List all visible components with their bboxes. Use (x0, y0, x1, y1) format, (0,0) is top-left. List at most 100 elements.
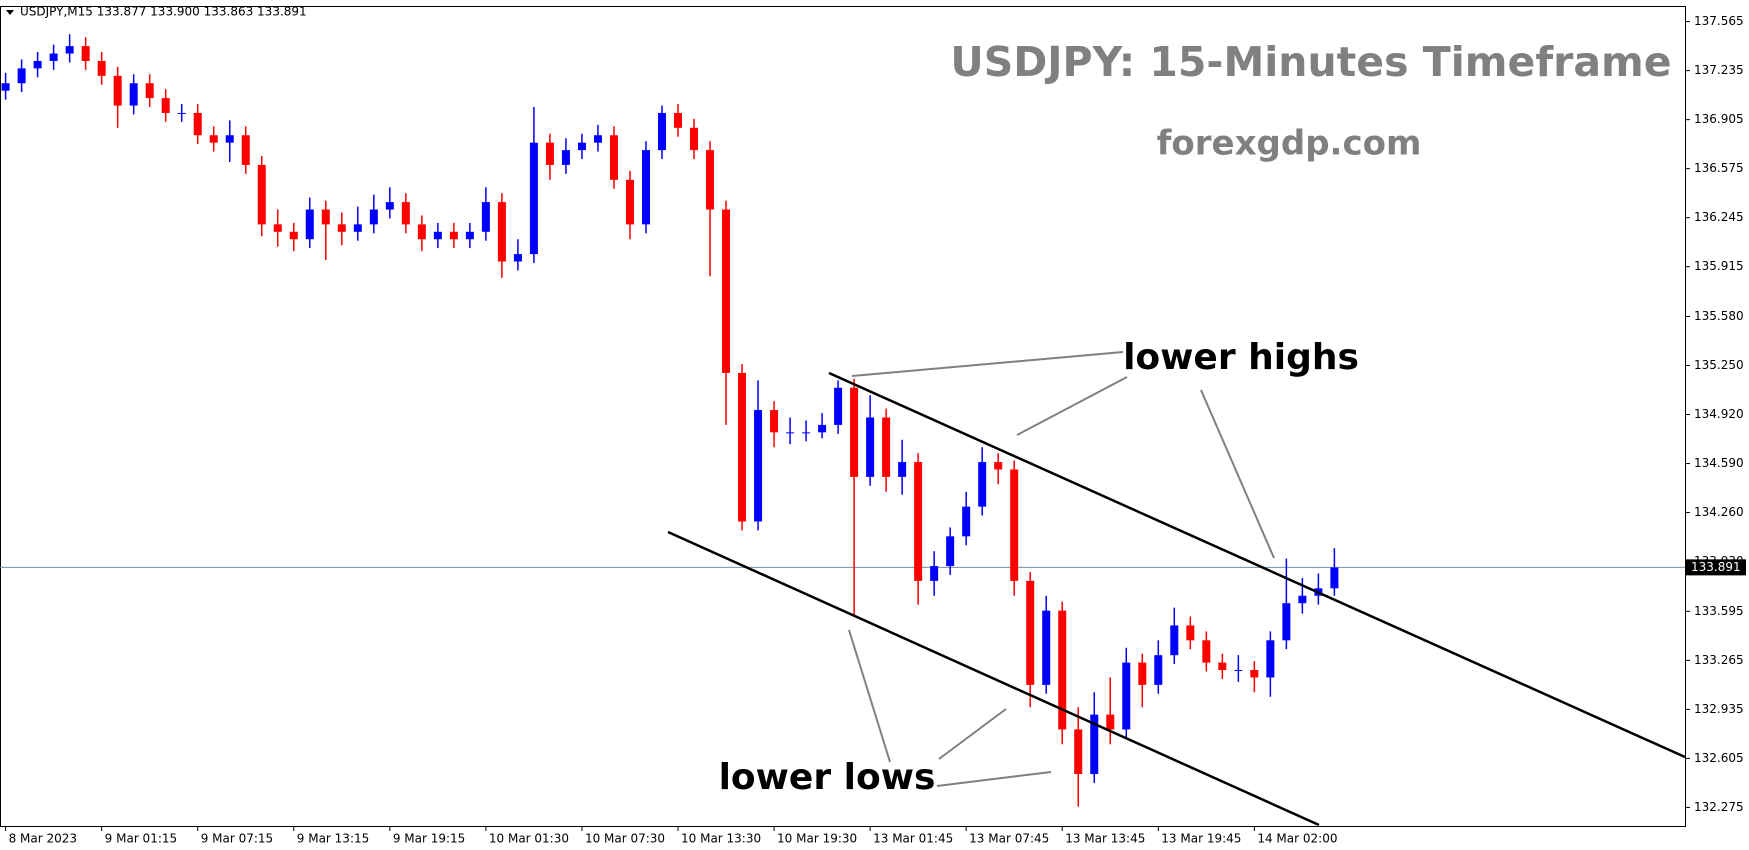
x-tick-label: 9 Mar 01:15 (105, 832, 178, 846)
y-tick-label: 134.260 (1694, 505, 1744, 519)
candle-body (641, 150, 650, 225)
x-tick-label: 10 Mar 13:30 (681, 832, 761, 846)
candle-body (850, 387, 859, 477)
x-tick-label: 10 Mar 19:30 (777, 832, 857, 846)
candle-body (305, 209, 314, 240)
candle-body (161, 98, 170, 113)
y-tick-label: 135.250 (1694, 358, 1744, 372)
candle-body (241, 135, 250, 165)
candle-body (1250, 670, 1259, 678)
candle-body (1234, 670, 1243, 672)
candle-body (209, 135, 218, 143)
pointer (1016, 376, 1128, 436)
candle-body (657, 112, 666, 151)
y-tick-label: 133.265 (1694, 653, 1744, 667)
candle-body (417, 224, 426, 240)
candle-body (81, 46, 90, 61)
candle-body (1186, 625, 1195, 641)
x-tick-label: 13 Mar 13:45 (1065, 832, 1145, 846)
x-tick-label: 14 Mar 02:00 (1257, 832, 1337, 846)
y-tick-label: 133.595 (1694, 604, 1744, 618)
candle-body (609, 135, 618, 180)
y-tick-label: 134.920 (1694, 407, 1744, 421)
header: USDJPY,M15 133.877 133.900 133.863 133.8… (20, 5, 307, 19)
pointers (848, 351, 1275, 787)
pointer (1200, 389, 1275, 559)
candle-body (946, 536, 955, 567)
candle-body (1218, 662, 1227, 671)
x-tick-label: 9 Mar 19:15 (393, 832, 466, 846)
candle-body (834, 387, 843, 425)
candle-body (289, 231, 298, 240)
candle-body (802, 432, 811, 434)
candle-body (1282, 603, 1291, 641)
candle-body (1202, 640, 1211, 663)
candle-body (577, 142, 586, 151)
candle-body (433, 231, 442, 240)
candle-body (786, 432, 795, 434)
candle-body (385, 202, 394, 210)
candle-body (113, 75, 122, 106)
upper-channel-line (828, 371, 1686, 759)
y-tick-label: 137.235 (1694, 63, 1744, 77)
candle-body (1138, 662, 1147, 685)
candle-body (449, 231, 458, 240)
pointer (851, 351, 1124, 377)
candle-body (401, 202, 410, 225)
price-label: 133.891 (1691, 560, 1741, 574)
candle-body (513, 254, 522, 262)
x-tick-label: 13 Mar 01:45 (873, 832, 953, 846)
pointer (848, 629, 891, 763)
candle-body (1, 83, 10, 91)
y-tick-label: 136.245 (1694, 210, 1744, 224)
candle-body (930, 566, 939, 581)
candle-body (17, 68, 26, 84)
candle-body (674, 112, 683, 128)
candle-body (545, 142, 554, 165)
candle-body (273, 224, 282, 232)
candle-body (481, 202, 490, 232)
candle-body (369, 209, 378, 225)
candle-body (1330, 567, 1339, 589)
menu-arrow (6, 10, 14, 15)
candle-body (882, 417, 891, 477)
candle-body (722, 209, 731, 373)
candle-body (177, 112, 186, 114)
candle-body (353, 224, 362, 232)
candle-body (994, 462, 1003, 470)
candle-body (97, 60, 106, 76)
candle-body (690, 127, 699, 151)
candle-body (754, 410, 763, 522)
subtitle: forexgdp.com (1157, 124, 1422, 164)
plot-frame (0, 6, 1686, 827)
candle-body (962, 506, 971, 537)
x-tick-label: 10 Mar 01:30 (489, 832, 569, 846)
y-tick-label: 136.905 (1694, 112, 1744, 126)
candle-body (978, 462, 987, 507)
candle-body (193, 112, 202, 136)
candle-body (1298, 595, 1307, 604)
candle-body (321, 209, 330, 225)
x-tick-label: 9 Mar 13:15 (297, 832, 370, 846)
candle-body (257, 164, 266, 225)
candle-body (914, 462, 923, 581)
x-tick-label: 8 Mar 2023 (9, 832, 77, 846)
candle-body (1266, 640, 1275, 678)
x-tick-label: 9 Mar 07:15 (201, 832, 274, 846)
candle-body (1010, 469, 1019, 581)
x-tick-label: 10 Mar 07:30 (585, 832, 665, 846)
candle-body (1026, 580, 1035, 685)
candle-body (1122, 662, 1131, 730)
pointer (938, 708, 1007, 760)
candle-body (1154, 655, 1163, 685)
y-tick-label: 132.605 (1694, 751, 1744, 765)
y-tick-label: 132.935 (1694, 702, 1744, 716)
candle-body (529, 142, 538, 255)
candle-body (706, 150, 715, 210)
candle-body (1170, 625, 1179, 656)
y-tick-label: 132.275 (1694, 800, 1744, 814)
y-tick-label: 135.915 (1694, 259, 1744, 273)
y-tick-label: 135.580 (1694, 309, 1744, 323)
candle-body (497, 202, 506, 262)
